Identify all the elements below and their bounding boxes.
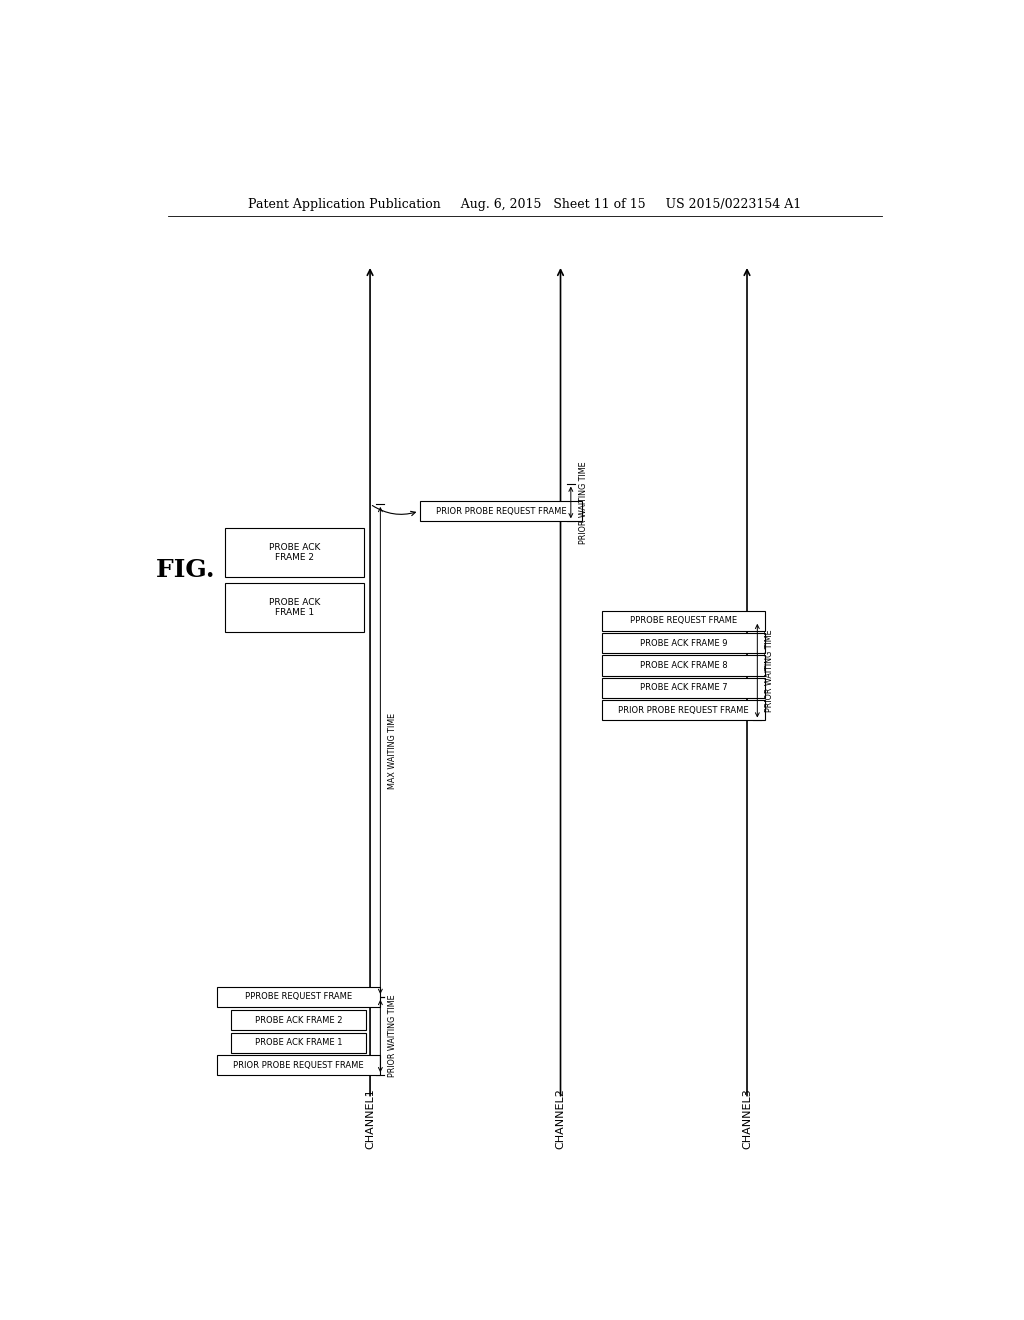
Text: CHANNEL3: CHANNEL3 (742, 1089, 752, 1150)
Text: PRIOR PROBE REQUEST FRAME: PRIOR PROBE REQUEST FRAME (233, 1060, 364, 1069)
Bar (225, 583, 365, 632)
Text: PROBE ACK FRAME 7: PROBE ACK FRAME 7 (640, 684, 727, 693)
Bar (602, 677, 765, 698)
Text: PROBE ACK
FRAME 1: PROBE ACK FRAME 1 (269, 598, 321, 618)
Bar (231, 1010, 367, 1031)
Text: PROBE ACK FRAME 8: PROBE ACK FRAME 8 (640, 661, 727, 671)
Text: PRIOR WAITING TIME: PRIOR WAITING TIME (579, 461, 588, 544)
Text: PRIOR PROBE REQUEST FRAME: PRIOR PROBE REQUEST FRAME (618, 706, 749, 715)
Bar (231, 1032, 367, 1053)
Text: CHANNEL1: CHANNEL1 (365, 1089, 375, 1150)
Bar (602, 611, 765, 631)
Text: MAX WAITING TIME: MAX WAITING TIME (388, 713, 397, 788)
Text: CHANNEL2: CHANNEL2 (555, 1089, 565, 1150)
Text: Patent Application Publication     Aug. 6, 2015   Sheet 11 of 15     US 2015/022: Patent Application Publication Aug. 6, 2… (248, 198, 802, 211)
Bar (602, 700, 765, 721)
Bar (217, 987, 380, 1007)
Text: PRIOR WAITING TIME: PRIOR WAITING TIME (388, 995, 397, 1077)
Text: PROBE ACK FRAME 1: PROBE ACK FRAME 1 (255, 1038, 342, 1047)
Bar (602, 634, 765, 653)
Text: PROBE ACK FRAME 9: PROBE ACK FRAME 9 (640, 639, 727, 648)
Bar (217, 1055, 380, 1076)
Text: PRIOR WAITING TIME: PRIOR WAITING TIME (765, 630, 774, 711)
Text: PROBE ACK
FRAME 2: PROBE ACK FRAME 2 (269, 543, 321, 562)
Text: FIG. 12: FIG. 12 (157, 558, 258, 582)
Text: PROBE ACK FRAME 2: PROBE ACK FRAME 2 (255, 1016, 342, 1024)
Text: PRIOR PROBE REQUEST FRAME: PRIOR PROBE REQUEST FRAME (435, 507, 566, 516)
FancyArrowPatch shape (373, 506, 416, 516)
Bar (602, 656, 765, 676)
Text: PPROBE REQUEST FRAME: PPROBE REQUEST FRAME (630, 616, 737, 626)
Bar (420, 500, 583, 521)
Bar (225, 528, 365, 577)
Text: PPROBE REQUEST FRAME: PPROBE REQUEST FRAME (245, 993, 352, 1002)
